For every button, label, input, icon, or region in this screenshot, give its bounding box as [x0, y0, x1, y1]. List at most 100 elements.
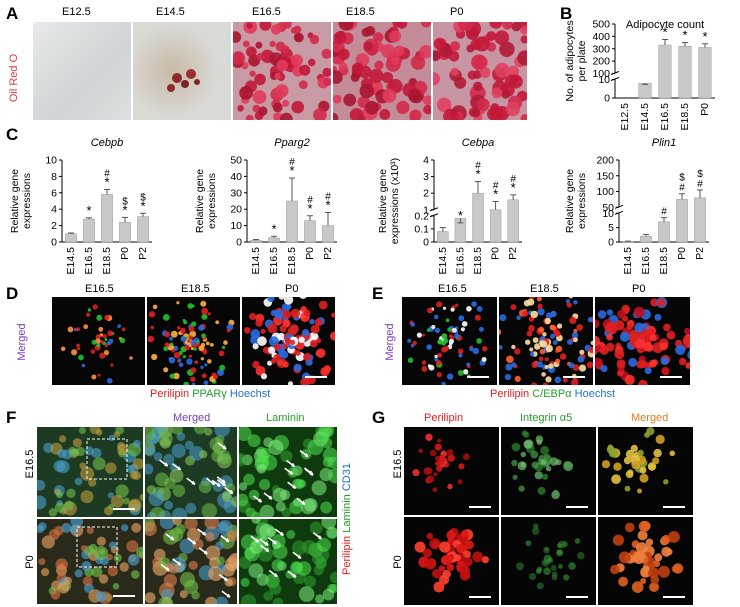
cell-blob — [96, 314, 103, 321]
cell-blob — [271, 559, 284, 572]
arrow-marker — [312, 532, 322, 540]
cell-blob — [38, 558, 46, 566]
cell-blob — [273, 354, 282, 362]
cell-blob — [145, 463, 154, 475]
cell-blob — [434, 327, 440, 333]
cell-blob — [343, 93, 357, 107]
cell-blob — [163, 346, 169, 352]
cell-blob — [333, 70, 343, 84]
cell-blob — [601, 460, 611, 469]
e-micrograph-p0 — [595, 297, 690, 385]
arrow-marker — [186, 477, 196, 486]
cell-blob — [131, 570, 140, 579]
y-tick-label: 30 — [230, 187, 242, 199]
cell-blob — [322, 77, 331, 86]
cell-blob — [185, 502, 197, 514]
cell-blob — [563, 377, 568, 383]
significance-mark: * — [122, 202, 127, 217]
cell-blob — [373, 32, 384, 43]
cell-blob — [109, 541, 117, 550]
chart-c2: Pparg2 Relative gene expressions 0 10 20 30 40 5… — [194, 137, 337, 274]
cell-blob — [204, 363, 208, 367]
cell-blob — [450, 307, 455, 312]
cell-blob — [122, 497, 130, 505]
cell-blob — [541, 559, 550, 567]
cell-blob — [260, 328, 266, 334]
cell-blob — [639, 466, 647, 474]
cell-blob — [544, 365, 549, 369]
cell-blob — [333, 31, 347, 45]
cell-blob — [107, 330, 114, 337]
cell-blob — [317, 537, 331, 552]
cell-blob — [172, 519, 182, 526]
cell-blob — [459, 565, 471, 576]
cell-blob — [201, 313, 208, 320]
cell-blob — [280, 450, 293, 463]
e-merged-label: Merged — [384, 323, 396, 361]
cell-blob — [554, 330, 561, 337]
cell-blob — [629, 329, 639, 339]
cell-blob — [267, 360, 273, 366]
cell-blob — [289, 324, 299, 334]
cell-blob — [489, 22, 503, 29]
cell-blob — [617, 310, 626, 319]
cell-blob — [563, 574, 570, 581]
cell-blob — [567, 339, 573, 345]
cell-blob — [193, 347, 197, 351]
cell-blob — [447, 327, 452, 332]
y-tick-label: 5 — [608, 222, 614, 234]
cell-blob — [545, 376, 552, 383]
cell-blob — [133, 439, 141, 448]
cell-blob — [466, 362, 471, 367]
cell-blob — [218, 350, 225, 357]
cell-blob — [666, 330, 676, 340]
cell-blob — [128, 500, 141, 513]
cell-blob — [280, 112, 293, 120]
arrow-marker — [224, 486, 234, 495]
cell-blob — [535, 568, 542, 575]
cell-blob — [437, 459, 445, 466]
cell-blob — [511, 459, 518, 467]
cell-blob — [533, 523, 539, 529]
cell-blob — [205, 532, 215, 542]
cell-blob — [678, 357, 687, 366]
cell-blob — [611, 474, 621, 485]
cell-blob — [660, 342, 668, 351]
cell-blob — [107, 492, 114, 499]
y-axis-label: No. of adipocytes — [564, 20, 576, 101]
cell-blob — [491, 87, 503, 99]
cell-blob — [439, 574, 450, 585]
x-tick-label: E14.5 — [437, 247, 449, 275]
arrow-marker — [218, 573, 228, 582]
cell-blob — [221, 345, 226, 350]
cell-blob — [432, 487, 438, 492]
y-tick-label: 4 — [423, 155, 429, 167]
y-axis-label: expressions (x10³) — [389, 158, 401, 244]
cell-blob — [505, 363, 513, 371]
cell-blob — [426, 475, 435, 483]
y-tick-label: 2 — [51, 220, 57, 232]
cell-blob — [173, 372, 180, 380]
cell-blob — [476, 306, 483, 312]
cell-blob — [190, 346, 194, 351]
x-tick-label: P2 — [322, 247, 334, 260]
cell-blob — [290, 339, 296, 346]
cell-blob — [461, 530, 469, 538]
x-tick-label: E14.5 — [639, 103, 651, 131]
cell-blob — [178, 362, 184, 367]
significance-mark: * — [104, 175, 109, 190]
cell-blob — [520, 451, 526, 458]
cell-blob — [471, 54, 487, 70]
cell-blob — [201, 333, 206, 339]
cell-blob — [86, 312, 91, 317]
cell-blob — [523, 440, 533, 449]
cell-blob — [443, 108, 459, 120]
cell-blob — [514, 348, 521, 355]
cell-blob — [648, 562, 655, 569]
chart-title: Plin1 — [652, 137, 676, 149]
x-tick-label: P0 — [676, 247, 688, 260]
cell-blob — [409, 109, 422, 120]
cell-blob — [432, 568, 442, 579]
f-micrograph-e16-overview — [37, 427, 143, 517]
cell-blob — [299, 297, 307, 299]
